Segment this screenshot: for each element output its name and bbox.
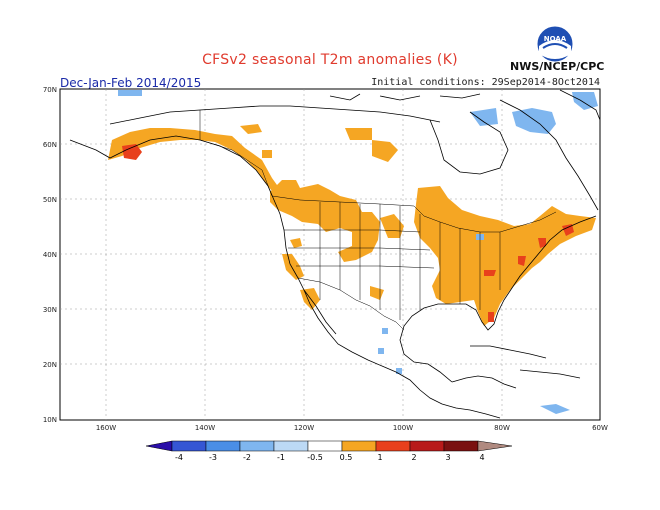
cool-anomaly-regions [118, 90, 598, 414]
strong-warm-anomaly-regions [122, 144, 574, 322]
lon-label: 100W [393, 424, 413, 432]
colorbar-label: -2 [243, 453, 251, 462]
hudson-cool [470, 108, 498, 126]
coastlines [69, 89, 601, 419]
colorbar-over-triangle [477, 440, 513, 452]
colorbar-label: -3 [209, 453, 217, 462]
colorbar-swatch [409, 440, 445, 452]
lon-label: 140W [195, 424, 215, 432]
colorbar-swatch [273, 440, 309, 452]
lon-label: 160W [96, 424, 116, 432]
northwest-warm [270, 180, 380, 262]
lat-label: 20N [43, 361, 57, 369]
lat-label: 40N [43, 251, 57, 259]
lon-label: 60W [592, 424, 608, 432]
california-warm [282, 254, 304, 280]
colorbar-label: -1 [277, 453, 285, 462]
colorbar-under-triangle [145, 440, 173, 452]
colorbar-label: 2 [411, 453, 416, 462]
lat-label: 50N [43, 196, 57, 204]
colorbar-swatch [443, 440, 479, 452]
colorbar-swatch [341, 440, 377, 452]
noaa-logo: NOAA [536, 25, 574, 63]
lat-label: 70N [43, 86, 57, 94]
alaska-strong-warm [122, 144, 142, 160]
latitude-labels: 70N 60N 50N 40N 30N 20N 10N [43, 86, 57, 424]
colorbar-label: 3 [445, 453, 450, 462]
colorbar-label: 1 [377, 453, 382, 462]
colorbar-swatch [205, 440, 241, 452]
colorbar: -4 -3 -2 -1 -0.5 0.5 1 2 3 4 [145, 440, 513, 462]
agency-label: NWS/NCEP/CPC [510, 60, 605, 73]
alaska-warm [108, 128, 282, 196]
colorbar-label: 4 [479, 453, 484, 462]
map-title: CFSv2 seasonal T2m anomalies (K) [202, 52, 458, 68]
initial-conditions-label: Initial conditions: 29Sep2014-8Oct2014 [371, 77, 600, 88]
colorbar-label: -0.5 [307, 453, 323, 462]
lon-label: 120W [294, 424, 314, 432]
borders [199, 110, 557, 331]
lon-label: 80W [494, 424, 510, 432]
colorbar-swatch [375, 440, 411, 452]
labrador-cool [512, 108, 556, 134]
colorbar-label: 0.5 [340, 453, 353, 462]
colorbar-label: -4 [175, 453, 183, 462]
longitude-labels: 160W 140W 120W 100W 80W 60W [96, 424, 608, 432]
lat-label: 10N [43, 416, 57, 424]
east-warm [414, 186, 596, 326]
logo-text: NOAA [544, 35, 567, 43]
lat-label: 30N [43, 306, 57, 314]
lat-label: 60N [43, 141, 57, 149]
colorbar-swatch [307, 440, 343, 452]
colorbar-swatch [171, 440, 207, 452]
season-label: Dec-Jan-Feb 2014/2015 [60, 76, 202, 90]
colorbar-swatch [239, 440, 275, 452]
graticule [60, 89, 600, 420]
